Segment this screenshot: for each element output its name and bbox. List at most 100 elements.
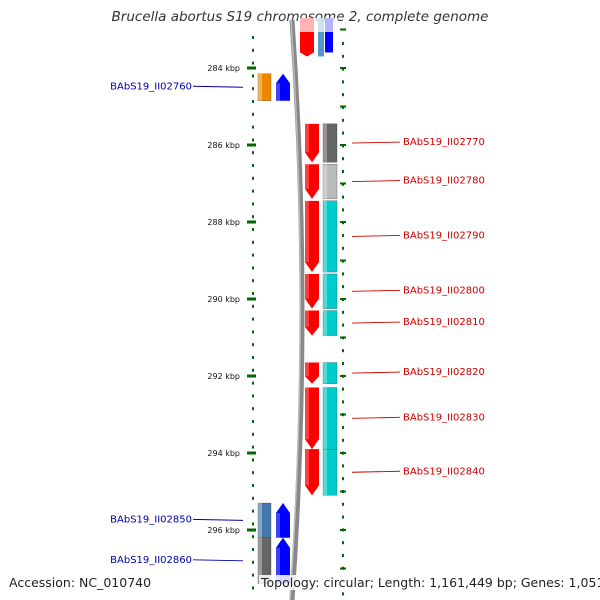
major-tick bbox=[247, 451, 256, 455]
guide-dot bbox=[342, 272, 344, 276]
arrow-shade bbox=[305, 387, 309, 440]
guide-dot bbox=[342, 170, 344, 173]
cog-box bbox=[322, 362, 338, 384]
guide-dot bbox=[252, 74, 254, 78]
guide-dot bbox=[252, 228, 254, 231]
guide-dot bbox=[252, 36, 254, 39]
guide-dot bbox=[252, 445, 254, 449]
guide-dot bbox=[252, 484, 254, 487]
reverse-gene-arrow bbox=[305, 310, 319, 336]
guide-dot bbox=[252, 586, 254, 590]
guide-dot bbox=[342, 477, 344, 481]
label-leader bbox=[192, 85, 244, 88]
gene-label: BAbS19_II02780 bbox=[403, 176, 485, 187]
forward-gene-arrow bbox=[276, 537, 290, 584]
backbone-arc bbox=[289, 19, 305, 600]
gene-label: BAbS19_II02810 bbox=[403, 317, 485, 328]
guide-dot bbox=[252, 215, 254, 219]
guide-dot bbox=[342, 541, 344, 545]
guide-dot bbox=[342, 426, 344, 429]
arrow-shade bbox=[305, 273, 309, 299]
guide-dot bbox=[342, 323, 344, 327]
gene-label: BAbS19_II02850 bbox=[110, 514, 192, 525]
guide-dot bbox=[252, 343, 254, 347]
guide-dot bbox=[252, 471, 254, 475]
gene-label: BAbS19_II02840 bbox=[403, 466, 485, 477]
dotted-guides bbox=[252, 36, 344, 596]
tick-label: 294 kbp bbox=[207, 449, 240, 458]
gene-labels: BAbS19_II02760 BAbS19_II02770 BAbS19_II027… bbox=[110, 81, 485, 566]
partial-forward-gene bbox=[325, 18, 333, 53]
cog-shade bbox=[323, 123, 327, 163]
guide-dot bbox=[252, 394, 254, 398]
guide-dot bbox=[252, 573, 254, 577]
minor-tick bbox=[340, 221, 346, 223]
cog-box bbox=[322, 448, 338, 496]
forward-gene-arrow bbox=[276, 503, 290, 538]
minor-tick bbox=[340, 413, 346, 416]
guide-dot bbox=[252, 432, 254, 436]
guide-dot bbox=[252, 240, 254, 244]
fade-overlay bbox=[298, 18, 338, 32]
guide-dot bbox=[252, 138, 254, 142]
label-leader bbox=[351, 234, 401, 237]
cog-shade bbox=[258, 503, 262, 538]
guide-dot bbox=[252, 100, 254, 103]
major-tick bbox=[247, 220, 256, 224]
guide-dot bbox=[252, 420, 254, 423]
guide-dot bbox=[342, 362, 344, 365]
reverse-gene-arrow bbox=[305, 273, 319, 309]
major-tick bbox=[247, 528, 256, 532]
guide-dot bbox=[252, 535, 254, 539]
guide-dot bbox=[252, 125, 254, 129]
arrow-shade bbox=[305, 123, 309, 153]
guide-dot bbox=[342, 131, 344, 135]
guide-dot bbox=[252, 151, 254, 155]
tick-label: 296 kbp bbox=[207, 526, 240, 535]
guide-dot bbox=[342, 387, 344, 391]
reverse-gene-arrow bbox=[305, 449, 319, 496]
guide-dot bbox=[252, 381, 254, 385]
cog-shade bbox=[323, 387, 327, 450]
reverse-gene-arrow bbox=[305, 164, 319, 199]
tick-label: 290 kbp bbox=[207, 295, 240, 304]
backbone-highlight bbox=[289, 19, 302, 600]
major-tick bbox=[247, 374, 256, 378]
arrow-shade bbox=[305, 200, 309, 263]
guide-dot bbox=[342, 246, 344, 250]
cog-shade bbox=[323, 200, 327, 273]
guide-dot bbox=[252, 61, 254, 65]
label-leader bbox=[351, 141, 401, 144]
minor-tick bbox=[340, 144, 346, 146]
cog-box bbox=[322, 164, 338, 200]
minor-tick bbox=[340, 28, 346, 31]
guide-dot bbox=[252, 407, 254, 411]
minor-tick bbox=[340, 490, 346, 493]
map-title: Brucella abortus S19 chromosome 2, compl… bbox=[111, 9, 489, 25]
gene-features bbox=[257, 18, 338, 585]
guide-dot bbox=[252, 368, 254, 372]
tick-label: 286 kbp bbox=[207, 141, 240, 150]
cog-shade bbox=[258, 537, 262, 584]
guide-dot bbox=[252, 164, 254, 167]
tick-label: 288 kbp bbox=[207, 218, 240, 227]
label-leader bbox=[351, 180, 401, 183]
arrow-shade bbox=[305, 164, 309, 189]
guide-dot bbox=[252, 48, 254, 52]
label-leader bbox=[351, 371, 401, 374]
guide-dot bbox=[252, 458, 254, 462]
guide-dot bbox=[342, 400, 344, 404]
minor-tick bbox=[340, 375, 346, 377]
reverse-gene-arrow bbox=[305, 387, 319, 450]
minor-tick bbox=[340, 182, 346, 185]
arrow-shade bbox=[276, 547, 280, 584]
cog-box bbox=[322, 310, 338, 336]
accession-text: Accession: NC_010740 bbox=[9, 575, 152, 590]
guide-dot bbox=[342, 285, 344, 289]
label-leader bbox=[192, 559, 244, 562]
guide-dot bbox=[342, 349, 344, 353]
major-tick bbox=[247, 143, 256, 147]
gene-label: BAbS19_II02760 bbox=[110, 81, 192, 92]
major-tick bbox=[247, 297, 256, 301]
